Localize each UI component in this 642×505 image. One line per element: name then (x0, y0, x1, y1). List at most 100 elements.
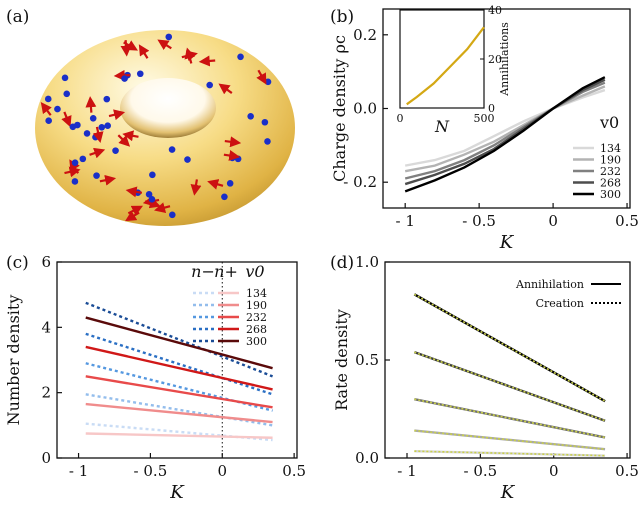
minus-defect-arrow (154, 202, 171, 213)
minus-defect-arrow (256, 69, 267, 85)
c-series-line-n--v0-268 (85, 332, 273, 396)
c-y-tick-label: 2 (41, 384, 51, 402)
b-legend-label: 134 (600, 142, 621, 155)
d-plot-frame (384, 261, 631, 459)
minus-defect-arrow (127, 205, 144, 216)
c-legend-label: 232 (246, 311, 267, 324)
panel-label-c: (c) (6, 253, 29, 273)
c-x-tick-label: - 0.5 (134, 462, 168, 480)
b-x-axis-label: K (499, 232, 515, 253)
minus-defect-arrow (184, 47, 196, 64)
c-x-axis-label: K (169, 482, 185, 501)
d-creation-line-5 (413, 293, 606, 402)
minus-defect-arrow (138, 44, 150, 59)
plus-defect-dot (184, 156, 191, 163)
c-plot-frame (56, 261, 298, 459)
plus-defect-dot (61, 74, 69, 82)
plus-defect-dot (71, 159, 79, 166)
c-y-tick-label: 6 (41, 253, 51, 271)
c-series-line-n+-v0-134 (85, 432, 273, 439)
b-inset-y-tick-label: 40 (488, 4, 502, 17)
c-y-tick-label: 4 (41, 318, 51, 336)
minus-defect-arrow (61, 111, 72, 128)
plus-defect-dot (168, 146, 176, 153)
minus-defect-arrow (207, 179, 224, 190)
plus-defect-dot (264, 138, 271, 145)
minus-defect-arrow (99, 174, 117, 186)
c-legend-label: 300 (246, 335, 267, 348)
minus-defect-arrow (223, 150, 241, 161)
panel-c-chart: - 1 - 0.5 0 0.5 0 2 4 6 K Number density n− n+ v0 134… (4, 253, 306, 503)
c-legend-label: 134 (246, 287, 267, 300)
b-inset-x-tick-label: 0 (397, 112, 404, 125)
minus-defect-arrow (117, 134, 131, 147)
b-y-tick-label: 0.0 (353, 100, 377, 118)
minus-defect-arrow (198, 55, 216, 67)
panel-label-b: (b) (330, 7, 354, 27)
b-series-line-v0-268 (404, 78, 606, 186)
b-y-tick-label: - 0.2 (343, 173, 377, 191)
c-series-line-n+-v0-268 (85, 345, 273, 391)
panel-label-d: (d) (330, 253, 354, 273)
plus-defect-dot (247, 112, 254, 120)
d-y-axis-label: Rate density (332, 309, 351, 411)
d-creation-line-4 (414, 351, 606, 422)
torus-hole (120, 78, 216, 138)
d-x-axis-label: K (500, 482, 516, 501)
b-inset-y-tick-label: 0 (488, 102, 495, 115)
minus-defect-arrow (190, 179, 202, 196)
c-series-line-n+-v0-232 (85, 375, 273, 409)
minus-defect-arrow (120, 40, 132, 57)
c-legend-header: n+ (214, 262, 238, 281)
d-x-tick-label: - 0.5 (464, 462, 498, 480)
b-legend-label: 190 (600, 154, 621, 167)
d-annihilation-line-2 (414, 429, 606, 451)
b-legend-label: 232 (600, 165, 621, 178)
plus-defect-dot (148, 196, 156, 203)
minus-defect-arrow (123, 40, 138, 51)
plus-defect-dot (44, 95, 52, 103)
plus-defect-dot (104, 122, 111, 130)
b-x-tick-label: 0 (548, 212, 558, 230)
c-series-line-n--v0-232 (85, 362, 273, 412)
d-legend-label-annihilation: Annihilation (515, 278, 584, 291)
plus-defect-dot (54, 105, 61, 113)
plus-defect-dot (136, 70, 144, 78)
c-legend-header: v0 (245, 262, 264, 281)
plus-defect-dot (89, 114, 97, 122)
b-inset-frame (399, 9, 485, 109)
b-series-line-v0-134 (404, 88, 606, 167)
d-annihilation-line-1 (414, 449, 606, 457)
minus-defect-arrow (40, 102, 52, 116)
c-series-line-n--v0-190 (85, 393, 273, 427)
d-x-tick-label: 0 (549, 462, 559, 480)
b-legend-title: v0 (599, 113, 619, 132)
plus-defect-dot (74, 121, 81, 129)
b-inset-x-tick-label: 500 (474, 112, 495, 125)
minus-defect-arrow (125, 186, 143, 198)
b-legend-label: 300 (600, 188, 621, 201)
c-y-tick-label: 0 (41, 449, 51, 467)
b-inset-series-line (406, 26, 485, 106)
plus-defect-dot (206, 81, 213, 89)
b-x-tick-label: 0.5 (615, 212, 639, 230)
plus-defect-dot (261, 118, 269, 126)
c-x-tick-label: 0 (217, 462, 227, 480)
b-series-line-v0-190 (404, 85, 606, 173)
minus-defect-arrow (218, 83, 233, 95)
minus-defect-arrow (108, 109, 126, 121)
d-y-tick-label: 0.5 (355, 351, 379, 369)
plus-defect-dot (169, 211, 176, 219)
d-x-tick-label: - 1 (397, 462, 416, 480)
plus-defect-dot (149, 171, 156, 179)
minus-defect-arrow (64, 166, 81, 178)
d-y-tick-label: 0.0 (355, 449, 379, 467)
b-y-axis-label: Charge density ρc (330, 35, 349, 182)
plus-defect-dot (121, 75, 128, 82)
minus-defect-arrow (224, 136, 242, 148)
minus-defect-arrow (85, 96, 97, 113)
d-legend-label-creation: Creation (536, 297, 584, 310)
plus-defect-dot (234, 155, 242, 163)
